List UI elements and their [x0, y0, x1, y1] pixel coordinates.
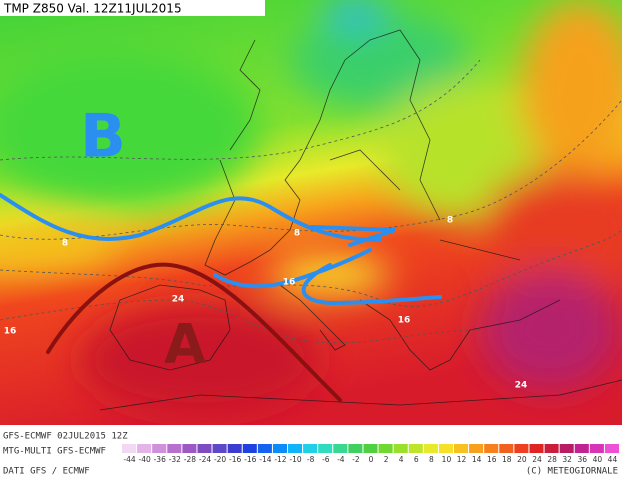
- colorbar-label: -8: [307, 455, 315, 464]
- contour-label: 8: [62, 239, 68, 249]
- model-info: MTG-MULTI GFS-ECMWF: [3, 447, 106, 457]
- colorbar-swatch: [363, 444, 378, 453]
- colorbar-swatch: [604, 444, 619, 453]
- colorbar-swatch: [182, 444, 197, 453]
- colorbar-label: 20: [517, 455, 527, 464]
- colorbar-label: 44: [608, 455, 618, 464]
- source-info: DATI GFS / ECMWF: [3, 467, 90, 477]
- annotations: [0, 193, 442, 402]
- temperature-field: [0, 0, 622, 425]
- colorbar-label: 10: [442, 455, 452, 464]
- colorbar-label: -2: [352, 455, 360, 464]
- colorbar-swatch: [469, 444, 484, 453]
- colorbar-label: -16: [229, 455, 241, 464]
- colorbar-swatch: [544, 444, 559, 453]
- colorbar-label: 0: [369, 455, 374, 464]
- colorbar-swatch: [227, 444, 242, 453]
- colorbar-label: -6: [322, 455, 330, 464]
- colorbar-swatch: [272, 444, 287, 453]
- colorbar-swatch: [438, 444, 453, 453]
- colorbar-label: -28: [184, 455, 196, 464]
- colorbar-swatch: [212, 444, 227, 453]
- colorbar-label: 6: [414, 455, 419, 464]
- colorbar-label: 36: [577, 455, 587, 464]
- colorbar-label: -20: [214, 455, 226, 464]
- colorbar-label: -32: [169, 455, 181, 464]
- colorbar-swatch: [303, 444, 318, 453]
- contour-label: 16: [283, 278, 296, 288]
- colorbar-swatch: [197, 444, 212, 453]
- colorbar-swatch: [393, 444, 408, 453]
- colorbar-swatch: [318, 444, 333, 453]
- colorbar-swatch: [423, 444, 438, 453]
- colorbar-label: 14: [472, 455, 482, 464]
- colorbar-label: 24: [532, 455, 542, 464]
- colorbar-label: -12: [274, 455, 286, 464]
- colorbar-label: 40: [593, 455, 603, 464]
- colorbar-swatch: [257, 444, 272, 453]
- contour-label: 24: [172, 295, 185, 305]
- colorbar-label: -16: [244, 455, 256, 464]
- map-title: TMP Z850 Val. 12Z11JUL2015: [3, 2, 182, 16]
- colorbar-swatch: [333, 444, 348, 453]
- region-label: A: [164, 313, 206, 376]
- colorbar-label: 12: [457, 455, 467, 464]
- colorbar-swatch: [484, 444, 499, 453]
- contour-label: 16: [398, 316, 411, 326]
- contour-label: 8: [294, 229, 300, 239]
- colorbar-label: 2: [384, 455, 389, 464]
- coastlines: [99, 29, 622, 411]
- colorbar-label: 18: [502, 455, 512, 464]
- run-info: GFS-ECMWF 02JUL2015 12Z: [3, 432, 128, 442]
- colorbar-swatch: [514, 444, 529, 453]
- title-box: [0, 0, 265, 16]
- colorbar-swatch: [589, 444, 604, 453]
- contour-label: 8: [447, 216, 453, 226]
- colorbar-label: 28: [547, 455, 557, 464]
- colorbar-label: 4: [399, 455, 404, 464]
- colorbar-label: -44: [123, 455, 135, 464]
- colorbar-swatch: [559, 444, 574, 453]
- contour-label: 24: [515, 381, 528, 391]
- colorbar-label: -24: [199, 455, 211, 464]
- colorbar-swatch: [454, 444, 469, 453]
- colorbar-swatch: [122, 444, 137, 453]
- colorbar: -44 -40 -36 -32 -28 -24 -20 -16 -16 -14 -12 -10 -8 -6…: [122, 444, 619, 464]
- colorbar-label: -4: [337, 455, 345, 464]
- colorbar-swatch: [167, 444, 182, 453]
- colorbar-label: 16: [487, 455, 497, 464]
- colorbar-label: -40: [139, 455, 151, 464]
- copyright: (C) METEOGIORNALE: [526, 467, 618, 477]
- colorbar-swatch: [574, 444, 589, 453]
- colorbar-swatch: [137, 444, 152, 453]
- colorbar-swatch: [348, 444, 363, 453]
- colorbar-label: 8: [429, 455, 434, 464]
- colorbar-label: 32: [562, 455, 572, 464]
- colorbar-swatch: [499, 444, 514, 453]
- colorbar-label: -36: [154, 455, 166, 464]
- contour-label: 16: [4, 327, 17, 337]
- region-label: B: [80, 102, 126, 172]
- colorbar-swatch: [529, 444, 544, 453]
- colorbar-swatch: [152, 444, 167, 453]
- colorbar-label: -10: [289, 455, 301, 464]
- colorbar-swatch: [288, 444, 303, 453]
- colorbar-swatch: [408, 444, 423, 453]
- colorbar-swatch: [378, 444, 393, 453]
- colorbar-label: -14: [259, 455, 271, 464]
- colorbar-swatch: [242, 444, 257, 453]
